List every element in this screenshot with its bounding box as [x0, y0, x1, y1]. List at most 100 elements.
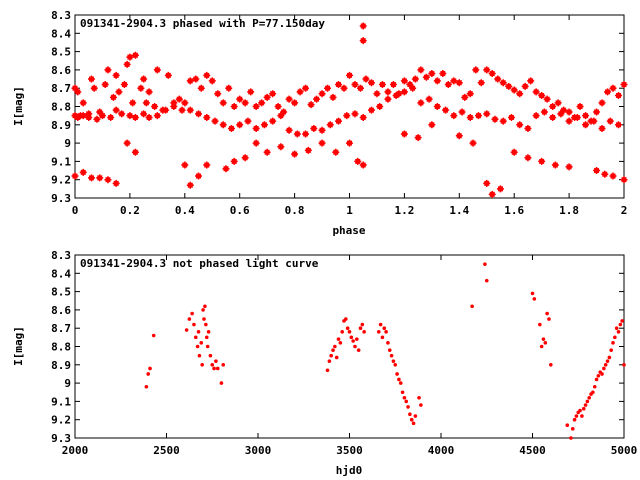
x-tick-label: 0.2: [120, 204, 140, 217]
data-point: [148, 366, 152, 371]
y-tick-label: 8.8: [51, 341, 71, 354]
data-point: [541, 337, 546, 341]
data-point: [600, 372, 604, 376]
data-point: [137, 84, 145, 92]
data-point: [565, 423, 570, 427]
data-point: [205, 344, 210, 349]
data-point: [87, 174, 95, 182]
data-point: [488, 70, 496, 78]
y-tick-label: 9.2: [51, 174, 71, 187]
data-point: [302, 84, 310, 92]
phased-x-axis-label: phase: [332, 224, 365, 237]
data-point: [466, 90, 474, 98]
data-point: [488, 190, 496, 198]
data-point: [221, 363, 226, 367]
x-tick-label: 4500: [519, 444, 546, 457]
data-point: [345, 326, 350, 331]
data-point: [367, 79, 375, 87]
data-point: [549, 363, 553, 367]
data-point: [590, 117, 598, 125]
data-point: [112, 179, 120, 187]
data-point: [187, 317, 192, 321]
data-point: [576, 103, 584, 110]
data-point: [615, 92, 623, 100]
data-point: [461, 93, 469, 101]
data-point: [93, 115, 101, 123]
data-point: [236, 121, 244, 129]
data-point: [428, 121, 436, 129]
data-point: [101, 81, 109, 89]
data-point: [79, 168, 87, 176]
data-point: [206, 330, 211, 334]
data-point: [184, 328, 189, 332]
y-tick-label: 8.4: [51, 267, 71, 280]
unphased-axis-ticks: 2000 2500 3000 3500 4000 4500 5000 8.3 8.4 8.5 8.6…: [51, 249, 637, 457]
data-point: [378, 322, 383, 327]
x-tick-label: 2500: [153, 444, 180, 457]
x-tick-label: 3500: [336, 444, 363, 457]
data-point: [193, 335, 198, 340]
data-point: [142, 99, 150, 107]
data-point: [351, 339, 355, 343]
data-point: [241, 99, 249, 107]
data-point: [425, 95, 433, 103]
data-point: [578, 408, 582, 413]
data-point: [131, 148, 139, 156]
data-point: [304, 146, 312, 154]
data-point: [351, 110, 359, 118]
y-tick-label: 8.5: [51, 286, 71, 299]
data-point: [123, 139, 131, 147]
data-point: [593, 108, 601, 116]
data-point: [615, 121, 623, 129]
data-point: [591, 390, 595, 395]
data-point: [569, 436, 573, 440]
data-point: [606, 117, 614, 125]
data-point: [609, 84, 617, 92]
data-point: [411, 421, 416, 426]
data-point: [428, 70, 436, 78]
data-point: [195, 172, 203, 180]
y-tick-label: 9: [64, 137, 71, 150]
data-point: [582, 112, 590, 120]
y-tick-label: 9.1: [51, 155, 71, 168]
data-point: [153, 112, 161, 120]
data-point: [353, 344, 357, 349]
data-point: [543, 95, 551, 103]
x-tick-label: 1.2: [394, 204, 414, 217]
data-point: [192, 75, 200, 83]
data-point: [499, 79, 507, 87]
data-point: [210, 363, 215, 367]
data-point: [594, 377, 599, 382]
data-point: [186, 77, 194, 85]
data-point: [129, 99, 137, 107]
data-point: [395, 372, 399, 376]
data-point: [203, 161, 211, 169]
data-point: [470, 304, 474, 309]
data-point: [387, 348, 392, 352]
data-point: [573, 113, 581, 121]
data-point: [389, 353, 394, 358]
data-point: [384, 330, 388, 334]
y-tick-label: 9.1: [51, 395, 71, 408]
data-point: [362, 330, 366, 334]
data-point: [433, 77, 441, 85]
unphased-data-points: [144, 262, 626, 440]
data-point: [327, 359, 332, 363]
data-point: [215, 366, 220, 371]
data-point: [386, 341, 390, 345]
data-point: [140, 110, 148, 118]
data-point: [565, 117, 573, 125]
data-point: [572, 417, 577, 422]
y-tick-label: 8.4: [51, 27, 71, 40]
data-point: [280, 108, 288, 116]
data-point: [336, 337, 341, 341]
data-point: [620, 319, 624, 323]
data-point: [153, 66, 161, 74]
data-point: [302, 130, 310, 138]
data-point: [414, 134, 422, 142]
data-point: [417, 99, 425, 107]
unphased-y-axis-label: I[mag]: [12, 326, 25, 366]
data-point: [109, 93, 117, 101]
data-point: [260, 121, 268, 129]
data-point: [551, 161, 559, 169]
